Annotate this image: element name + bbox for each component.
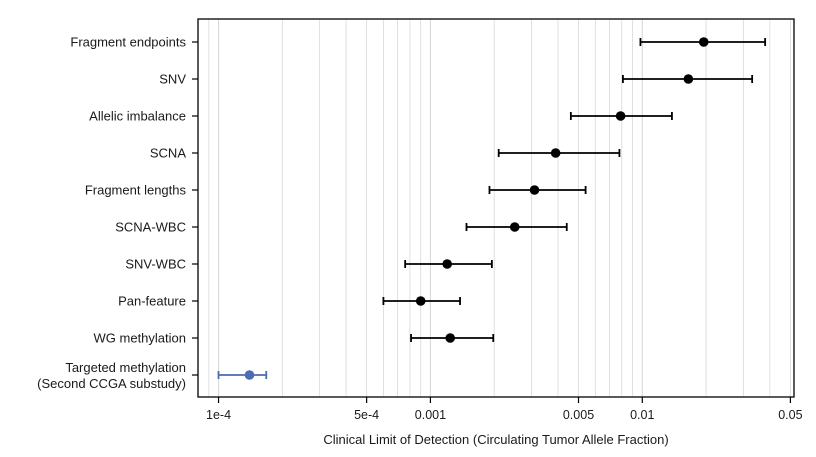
category-label: WG methylation	[94, 331, 186, 346]
x-tick-label: 0.05	[778, 408, 802, 422]
category-label: SCNA	[150, 146, 186, 161]
x-tick-label: 5e-4	[354, 408, 379, 422]
category-label: Fragment endpoints	[70, 35, 186, 50]
point-estimate	[550, 148, 561, 158]
x-tick-label: 0.01	[630, 408, 654, 422]
point-estimate	[615, 111, 626, 121]
category-labels: Fragment endpoints SNV Allelic imbalance SC…	[37, 35, 198, 391]
x-axis-label: Clinical Limit of Detection (Circulating…	[323, 432, 668, 447]
plot-frame	[197, 18, 795, 398]
category-label: Allelic imbalance	[89, 109, 186, 124]
point-estimate	[445, 333, 456, 343]
point-estimate	[529, 185, 540, 195]
point-estimate	[442, 259, 452, 269]
x-tick-label: 0.005	[563, 408, 594, 422]
category-sublabel: (Second CCGA substudy)	[37, 376, 186, 391]
error-bars	[217, 37, 767, 380]
point-estimate	[415, 296, 426, 306]
x-axis-ticks: 1e-4 5e-4 0.001 0.005 0.01 0.05	[206, 397, 803, 422]
x-tick-label: 0.001	[415, 408, 446, 422]
point-estimate	[509, 222, 520, 232]
point-estimate	[698, 37, 709, 47]
category-label: Fragment lengths	[85, 183, 187, 198]
category-label: Pan-feature	[118, 294, 186, 309]
x-tick-label: 1e-4	[206, 408, 231, 422]
category-label: SNV-WBC	[125, 257, 186, 272]
category-label: Targeted methylation	[65, 360, 186, 375]
category-label: SCNA-WBC	[115, 220, 186, 235]
point-estimate	[244, 370, 255, 380]
point-estimate	[683, 74, 694, 84]
category-label: SNV	[159, 72, 186, 87]
grid-lines	[197, 19, 791, 397]
